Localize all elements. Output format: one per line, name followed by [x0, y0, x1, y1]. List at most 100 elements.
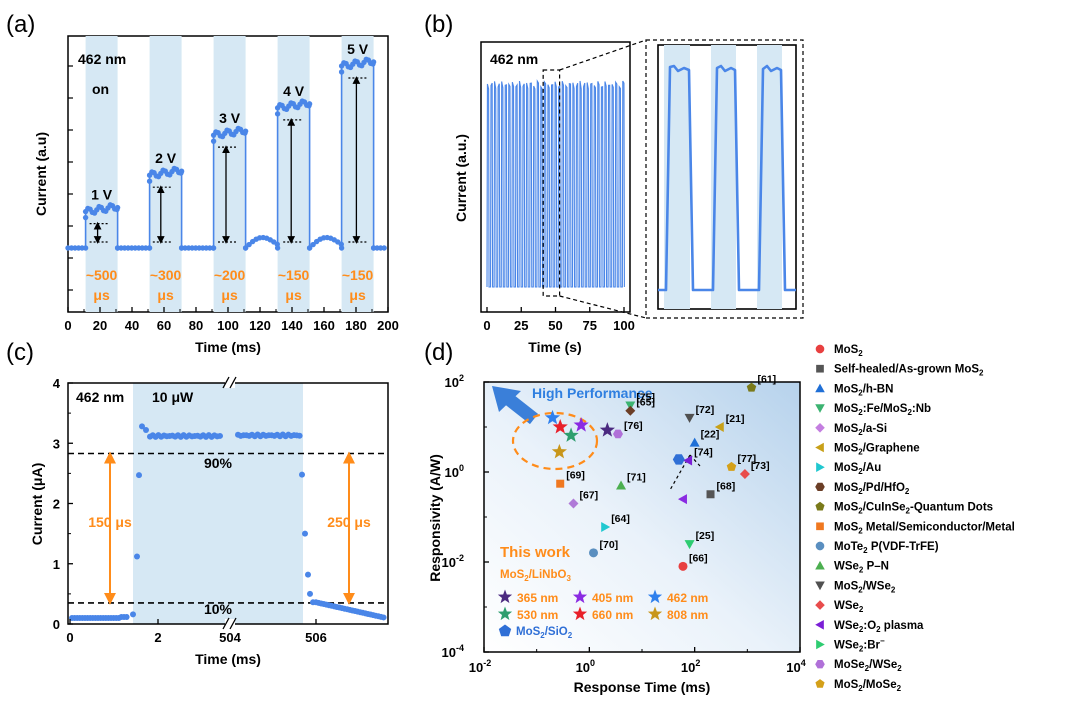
panel-a-xlabel: Time (ms)	[195, 339, 261, 355]
legend-item: MoS2/WSe2	[815, 580, 896, 594]
panel-b-xlabel: Time (s)	[528, 339, 581, 355]
x-tick-label: 506	[305, 630, 327, 645]
panel-a-point	[82, 214, 89, 221]
zoom-trace	[658, 64, 796, 292]
x-tick-label: 100	[613, 318, 635, 333]
material-legend: MoS2 Self-healed/As-grown MoS2 MoS2/h-BN Mo…	[815, 344, 1015, 693]
current-point	[296, 432, 303, 439]
reference-label: [21]	[726, 413, 745, 425]
fall-time-label: 250 μs	[327, 514, 371, 530]
x-tick-label: 200	[377, 318, 399, 333]
this-work-material: MoS2/LiNbO3	[500, 569, 571, 583]
panel-d-xlabel: Response Time (ms)	[574, 679, 711, 695]
panel-c-power: 10 μW	[152, 389, 194, 405]
panel-c-wavelength: 462 nm	[76, 389, 124, 405]
legend-marker	[816, 522, 824, 531]
panel-a-point	[370, 59, 377, 65]
reference-point	[689, 437, 700, 447]
reference-point	[726, 461, 737, 471]
high-performance-label: High Performance	[532, 385, 653, 401]
y-tick-label: 10-4	[442, 643, 464, 660]
y-tick-label: 2	[53, 497, 60, 512]
current-point	[123, 613, 130, 620]
y-tick-label: 100	[445, 463, 464, 480]
y-tick-label: 3	[53, 436, 60, 451]
legend-item: MoS2/a-Si	[815, 423, 887, 437]
panel-label-a: (a)	[6, 11, 35, 38]
this-work-legend-label: 462 nm	[667, 591, 708, 605]
panel-a-point	[310, 241, 316, 248]
x-tick-label: 0	[66, 630, 73, 645]
reference-point	[739, 469, 750, 480]
x-tick-label: 75	[583, 318, 597, 333]
this-work-point	[552, 419, 568, 434]
zoom-connector-bottom	[559, 295, 647, 319]
current-point	[143, 426, 149, 433]
zoom-window	[542, 69, 561, 297]
legend-marker	[815, 679, 825, 688]
this-work-legend-marker	[647, 589, 663, 604]
legend-item: WSe2:Br−	[816, 637, 885, 654]
this-work-legend-label: 530 nm	[517, 608, 558, 622]
this-work-legend-marker	[647, 606, 663, 621]
lower-threshold-label: 10%	[204, 601, 233, 617]
panel-b: 0 25 50 75 100 462 nm Time (s) Current (a.u.…	[453, 39, 804, 355]
panel-d-ylabel: Responsivity (A/W)	[427, 454, 443, 582]
sio2-legend-label: MoS2/SiO2	[516, 626, 573, 640]
legend-item: MoSe2/WSe2	[815, 659, 902, 673]
legend-item: MoS2:Fe/MoS2:Nb	[815, 403, 931, 417]
panel-a-point	[82, 245, 89, 251]
reference-point	[677, 494, 687, 505]
reference-label: [74]	[694, 447, 713, 459]
legend-marker	[815, 482, 825, 492]
legend-marker	[816, 462, 825, 472]
legend-item: Self-healed/As-grown MoS2	[816, 364, 984, 378]
legend-marker	[815, 404, 825, 413]
voltage-label: 4 V	[283, 83, 305, 99]
x-tick-label: 102	[681, 658, 700, 675]
current-point	[217, 432, 223, 439]
light-on-band	[85, 36, 118, 312]
reference-label: [76]	[624, 420, 643, 432]
current-point	[134, 553, 140, 560]
panel-a-point	[381, 245, 387, 251]
legend-marker	[815, 344, 825, 354]
legend-label: MoTe2 P(VDF-TrFE)	[834, 541, 939, 555]
panel-a-point	[338, 69, 345, 75]
legend-label: MoS2/WSe2	[834, 580, 896, 594]
rise-time-value: ~300	[150, 267, 182, 283]
reference-point	[612, 429, 623, 439]
x-tick-label: 504	[219, 630, 241, 645]
y-tick-label: 1	[53, 557, 60, 572]
reference-point	[625, 405, 636, 416]
current-point	[139, 423, 145, 430]
legend-marker	[815, 541, 825, 551]
panel-label-b: (b)	[424, 11, 453, 38]
legend-label: MoS2/a-Si	[834, 423, 887, 437]
x-tick-label: 25	[514, 318, 528, 333]
panel-a-point	[178, 168, 185, 174]
reference-label: [69]	[566, 470, 585, 482]
panel-a-point	[242, 245, 249, 251]
y-tick-label: 10-2	[442, 553, 464, 570]
axis-break-top	[222, 376, 237, 389]
reference-point	[678, 561, 688, 571]
rise-time-value: ~150	[278, 267, 310, 283]
reference-label: [77]	[737, 453, 756, 465]
rise-time-label: 150 μs	[88, 514, 132, 530]
current-point	[130, 611, 136, 618]
panel-a-point	[338, 245, 345, 251]
reference-label: [70]	[600, 539, 619, 551]
panel-a-point	[210, 245, 217, 251]
legend-label: MoS2/MoSe2	[834, 679, 902, 693]
legend-item: MoS2 Metal/Semiconductor/Metal	[816, 521, 1015, 535]
panel-a: 1 V ~500 μs 2 V ~300 μs 3 V ~200 μs 4 V ~150 μs 5 V ~…	[33, 35, 399, 355]
x-tick-label: 0	[64, 318, 71, 333]
panel-c-ylabel: Current (μA)	[29, 463, 45, 545]
legend-marker	[815, 560, 825, 570]
this-work-point	[599, 422, 615, 437]
x-tick-label: 140	[281, 318, 303, 333]
x-tick-label: 2	[154, 630, 161, 645]
legend-marker	[815, 581, 825, 591]
legend-marker	[816, 639, 825, 650]
